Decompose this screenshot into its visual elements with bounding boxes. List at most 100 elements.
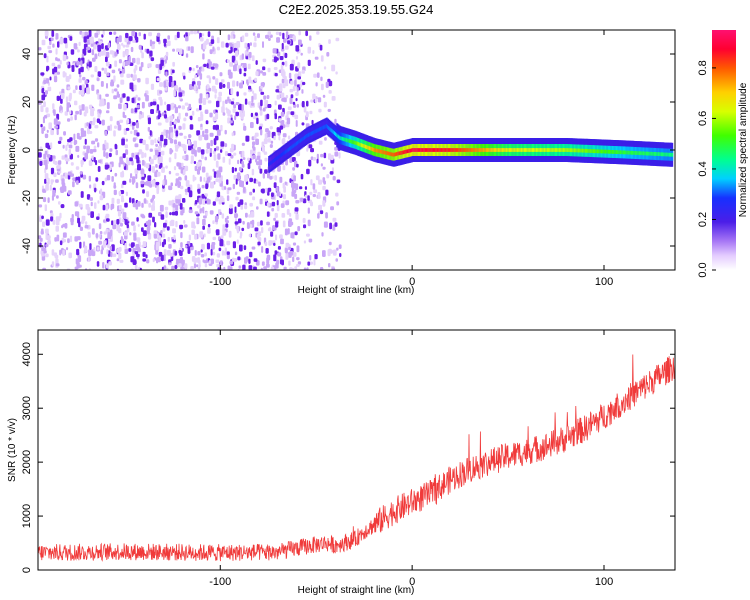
heatmap-noise-cell: [121, 42, 124, 46]
heatmap-noise-cell: [215, 78, 219, 85]
heatmap-noise-cell: [215, 146, 220, 151]
heatmap-noise-cell: [300, 80, 303, 87]
heatmap-noise-cell: [302, 81, 306, 86]
heatmap-noise-cell: [84, 268, 88, 270]
heatmap-noise-cell: [114, 88, 118, 92]
heatmap-noise-cell: [222, 83, 226, 88]
heatmap-noise-cell: [84, 106, 89, 114]
heatmap-noise-cell: [303, 267, 307, 270]
heatmap-ridge-core: [412, 148, 415, 152]
heatmap-noise-cell: [247, 63, 251, 70]
heatmap-noise-cell: [233, 64, 237, 72]
snr-y-tick-label: 3000: [21, 396, 33, 420]
heatmap-noise-cell: [331, 96, 336, 101]
heatmap-noise-cell: [252, 188, 255, 193]
heatmap-ridge-core: [637, 151, 640, 155]
heatmap-noise-cell: [138, 114, 142, 120]
heatmap-noise-cell: [196, 130, 201, 136]
heatmap-noise-cell: [178, 263, 182, 268]
heatmap-ridge-core: [359, 142, 362, 147]
heatmap-noise-cell: [40, 72, 45, 76]
heatmap-noise-cell: [256, 155, 261, 160]
heatmap-noise-cell: [291, 157, 296, 162]
heatmap-ridge-core: [481, 148, 484, 152]
heatmap-ridge-core: [314, 129, 317, 134]
heatmap-noise-cell: [193, 161, 197, 165]
heatmap-noise-cell: [156, 35, 160, 42]
heatmap-ridge-core: [285, 149, 288, 154]
heatmap-noise-cell: [300, 52, 303, 56]
heatmap-noise-cell: [56, 95, 60, 101]
heatmap-noise-cell: [275, 234, 278, 241]
heatmap-noise-cell: [74, 201, 79, 207]
heatmap-noise-cell: [61, 155, 65, 160]
heatmap-noise-cell: [319, 210, 324, 215]
heatmap-noise-cell: [136, 104, 140, 109]
heatmap-noise-cell: [165, 165, 168, 169]
heatmap-noise-cell: [193, 260, 197, 264]
heatmap-noise-cell: [156, 77, 161, 82]
heatmap-ridge-core: [368, 146, 371, 150]
heatmap-noise-cell: [269, 126, 273, 130]
heatmap-noise-cell: [80, 66, 84, 73]
heatmap-ridge-core: [559, 148, 562, 152]
heatmap-noise-cell: [118, 59, 122, 64]
heatmap-ridge-core: [591, 149, 594, 153]
heatmap-noise-cell: [236, 91, 239, 97]
heatmap-noise-cell: [97, 45, 102, 52]
heatmap-ridge-core: [550, 148, 553, 152]
heatmap-noise-cell: [236, 41, 241, 48]
heatmap-noise-cell: [122, 51, 126, 58]
heatmap-noise-cell: [79, 109, 82, 116]
heatmap-noise-cell: [152, 258, 155, 263]
heatmap-noise-cell: [80, 164, 83, 168]
heatmap-ridge-core: [426, 148, 428, 152]
heatmap-noise-cell: [255, 180, 259, 184]
heatmap-noise-cell: [175, 220, 178, 228]
heatmap-noise-cell: [79, 74, 82, 78]
heatmap-noise-cell: [141, 202, 144, 208]
heatmap-noise-cell: [81, 104, 85, 111]
heatmap-noise-cell: [78, 105, 82, 110]
heatmap-ridge-core: [330, 128, 333, 132]
heatmap-noise-cell: [148, 203, 152, 208]
heatmap-ridge-core: [660, 152, 663, 157]
heatmap-noise-cell: [306, 168, 310, 175]
heatmap-noise-cell: [82, 76, 86, 81]
heatmap-noise-cell: [158, 156, 162, 164]
heatmap-noise-cell: [242, 264, 246, 270]
heatmap-noise-cell: [128, 248, 132, 252]
heatmap-ridge-core: [611, 150, 614, 154]
heatmap-noise-cell: [309, 191, 313, 196]
heatmap-noise-cell: [197, 183, 200, 190]
heatmap-noise-cell: [71, 214, 74, 219]
heatmap-ridge-core: [465, 148, 468, 152]
heatmap-ridge-core: [566, 148, 569, 152]
heatmap-noise-cell: [174, 210, 178, 216]
heatmap-ridge-core: [583, 148, 586, 153]
heatmap-noise-cell: [261, 188, 265, 194]
heatmap-noise-cell: [234, 221, 239, 225]
heatmap-noise-cell: [80, 159, 84, 165]
heatmap-noise-cell: [102, 262, 105, 269]
heatmap-noise-cell: [68, 148, 71, 156]
heatmap-ridge-core: [449, 148, 451, 152]
heatmap-ridge-core: [341, 136, 344, 141]
heatmap-noise-cell: [69, 153, 73, 160]
heatmap-noise-cell: [50, 179, 55, 183]
heatmap-noise-cell: [213, 138, 217, 146]
heatmap-ridge-core: [489, 148, 492, 152]
heatmap-noise-cell: [107, 250, 111, 257]
colorbar-ticks: 0.00.20.40.60.8: [697, 60, 716, 278]
heatmap-noise-cell: [278, 135, 281, 141]
heatmap-noise-cell: [290, 80, 294, 85]
heatmap-noise-cell: [295, 91, 299, 96]
heatmap-noise-cell: [317, 192, 321, 199]
heatmap-noise-cell: [65, 158, 70, 162]
heatmap-noise-cell: [57, 64, 61, 69]
heatmap-noise-cell: [233, 104, 236, 109]
heatmap-ridge-core: [553, 148, 556, 152]
heatmap-noise-cell: [98, 40, 103, 44]
heatmap-noise-cell: [150, 57, 155, 62]
heatmap-noise-cell: [175, 172, 180, 176]
